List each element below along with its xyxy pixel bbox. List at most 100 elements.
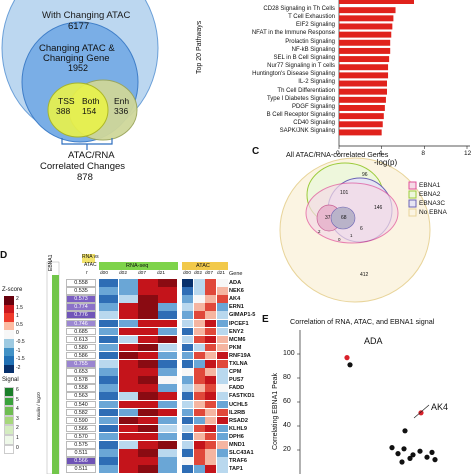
- pathway-bar: [339, 23, 393, 30]
- heatmap-cell: [205, 416, 216, 425]
- signal-swatch: [4, 444, 14, 455]
- heatmap-cell: [99, 287, 119, 295]
- heatmap-cell: [138, 424, 158, 433]
- timepoint-label: d21: [217, 271, 226, 276]
- pathway-bar: [339, 56, 390, 63]
- signal-label: Signal: [2, 377, 19, 383]
- rnaseq-label: RNA-seq: [126, 263, 149, 269]
- heatmap-cell: [216, 392, 228, 400]
- zscore-swatch: [4, 356, 14, 365]
- heatmap-cell: [205, 303, 216, 311]
- gene-label: TRAF6: [229, 458, 248, 465]
- heatmap-cell: [193, 432, 205, 441]
- pathway-label: EIF2 Signaling: [295, 22, 335, 29]
- legend-ebna3c: EBNA3C: [419, 200, 446, 207]
- heatmap-cell: [118, 449, 138, 457]
- heatmap-cell: [205, 449, 216, 457]
- heatmap-cell: [138, 279, 158, 287]
- scatter-point-ak4: [418, 410, 424, 416]
- heatmap-cell: [118, 319, 138, 328]
- heatmap-cell: [216, 408, 228, 417]
- pathway-label: SAPK/JNK Signaling: [279, 128, 335, 135]
- heatmap-cell: [118, 465, 138, 473]
- scatter-point: [417, 448, 423, 454]
- heatmap-cell: [118, 303, 138, 311]
- timepoint-label: d00: [100, 271, 109, 276]
- heatmap-cell: [138, 441, 158, 449]
- heatmap-cell: [182, 424, 193, 433]
- panel-e-letter: E: [262, 314, 269, 325]
- heatmap-cell: [182, 303, 193, 311]
- zscore-swatch: [4, 330, 14, 339]
- heatmap-cell: [205, 457, 216, 465]
- heatmap-cell: [182, 343, 193, 352]
- heatmap-cell: [138, 360, 158, 368]
- heatmap-cell: [99, 368, 119, 376]
- venn-n68: 68: [341, 215, 347, 221]
- heatmap-cell: [193, 319, 205, 328]
- heatmap-cell: [138, 295, 158, 303]
- heatmap-cell: [99, 441, 119, 449]
- panel-c-title: All ATAC/RNA-correlated Genes: [286, 150, 389, 159]
- scatter-ytick-label: 80: [283, 374, 291, 381]
- signal-tick: 4: [16, 406, 19, 413]
- heatmap-cell: [158, 335, 178, 344]
- pathway-xtick-label: 12: [464, 150, 472, 157]
- zscore-tick: -1: [16, 347, 21, 354]
- heatmap-cell: [138, 303, 158, 311]
- heatmap-cell: [99, 392, 119, 400]
- heatmap-cell: [158, 319, 178, 328]
- signal-swatch: [4, 425, 14, 435]
- pathway-xtick-label: 8: [421, 150, 425, 157]
- heatmap-cell: [99, 408, 119, 417]
- legend-swatch-ebna2: [408, 190, 417, 199]
- heatmap-cell: [138, 376, 158, 384]
- heatmap-cell: [158, 392, 178, 400]
- zscore-tick: 0: [16, 330, 19, 337]
- heatmap-cell: [138, 368, 158, 376]
- heatmap-cell: [182, 311, 193, 319]
- heatmap-cell: [158, 441, 178, 449]
- pathway-label: Th Cell Differentiation: [277, 87, 335, 94]
- heatmap-cell: [216, 295, 228, 303]
- scatter-point: [410, 452, 416, 458]
- signal-swatch: [4, 415, 14, 426]
- heatmap-cell: [182, 279, 193, 287]
- pathway-xlabel: -log(p): [374, 158, 398, 167]
- r-value: 0.580: [66, 343, 96, 352]
- heatmap-cell: [138, 408, 158, 417]
- gene-label: IPCEF1: [229, 320, 249, 327]
- enh-label: Enh: [114, 96, 130, 106]
- heatmap-cell: [118, 457, 138, 465]
- heatmap-cell: [216, 432, 228, 441]
- panel-a-circles: [1, 0, 159, 150]
- heatmap-cell: [193, 351, 205, 360]
- rna-vs-atac-label: ATAC: [84, 262, 97, 268]
- zscore-tick: 1.5: [16, 304, 23, 311]
- heatmap-cell: [138, 392, 158, 400]
- venn-n412: 412: [360, 272, 369, 278]
- heatmap-cell: [99, 303, 119, 311]
- gene-label: MCM6: [229, 336, 246, 343]
- gene-label: KLHL9: [229, 425, 248, 432]
- r-value: 0.613: [66, 335, 96, 344]
- heatmap-cell: [193, 449, 205, 457]
- heatmap-cell: [182, 368, 193, 376]
- pathway-label: Type I Diabetes Signaling: [266, 95, 335, 102]
- heatmap-cell: [182, 360, 193, 368]
- heatmap-cell: [158, 303, 178, 311]
- signal-sublabel: Insulin / log10: [36, 392, 41, 420]
- gene-label: MND1: [229, 442, 245, 448]
- heatmap-cell: [158, 408, 178, 417]
- heatmap-cell: [216, 376, 228, 384]
- panel-c-letter: C: [252, 146, 260, 157]
- heatmap-cell: [182, 449, 193, 457]
- heatmap-cell: [193, 303, 205, 311]
- heatmap-cell: [158, 424, 178, 433]
- zscore-swatch: [4, 364, 14, 374]
- scatter-ytick-label: 20: [283, 446, 291, 453]
- heatmap-cell: [158, 400, 178, 409]
- ebna-overlap-region: [330, 206, 356, 230]
- scatter-ytick-label: 100: [283, 350, 295, 357]
